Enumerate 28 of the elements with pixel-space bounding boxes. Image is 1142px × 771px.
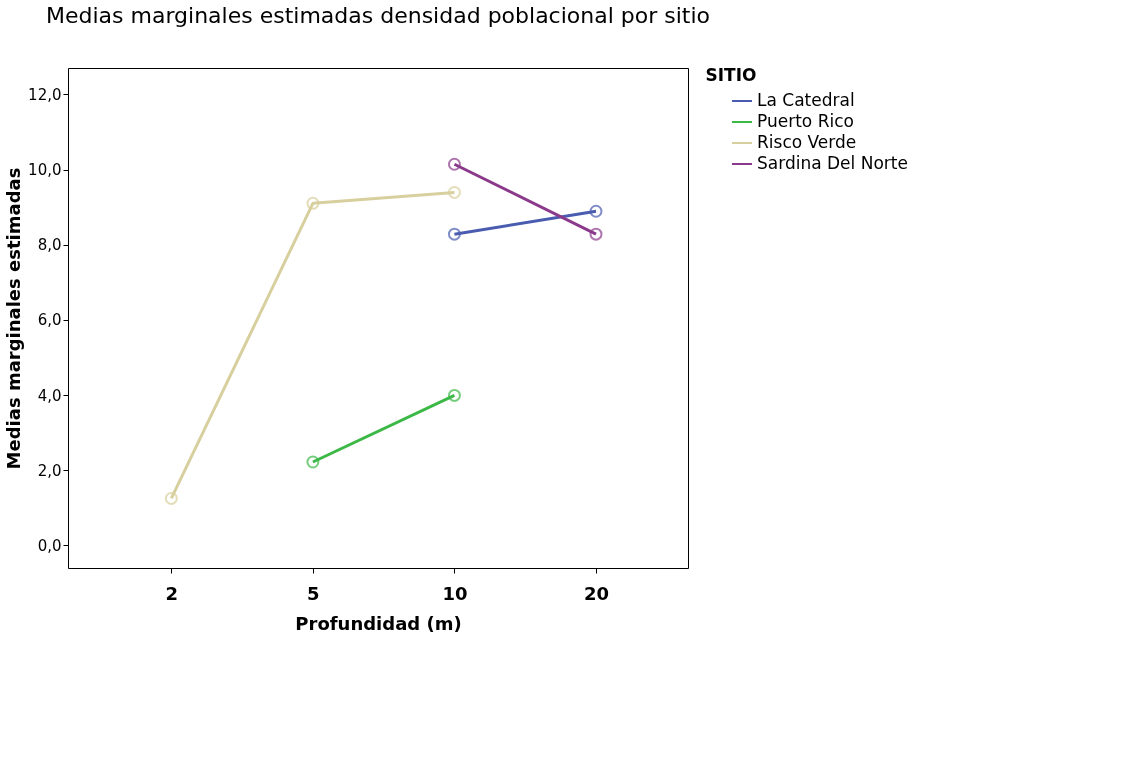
x-tick-label: 2: [165, 582, 179, 604]
x-axis-title: Profundidad (m): [295, 612, 462, 634]
y-tick-label: 0,0: [37, 536, 62, 555]
point: [447, 157, 461, 171]
legend-label: Sardina Del Norte: [757, 153, 908, 173]
y-tick-label: 4,0: [37, 386, 62, 405]
y-axis-title: Medias marginales estimadas: [3, 167, 25, 470]
x-tick-label: 20: [583, 582, 610, 604]
y-tick-label: 12,0: [28, 85, 62, 104]
point: [164, 491, 178, 505]
point: [306, 455, 320, 469]
y-tick-label: 10,0: [28, 161, 62, 179]
x-tick-label: 10: [442, 582, 468, 604]
point: [589, 204, 603, 218]
chart-title: Medias marginales estimadas densidad poblacional por sitio: [45, 3, 711, 28]
legend-label: Puerto Rico: [757, 111, 854, 131]
y-tick-label: 2,0: [37, 461, 62, 480]
point: [589, 227, 603, 241]
legend-label: La Catedral: [757, 90, 855, 110]
legend-label: Risco Verde: [757, 132, 857, 152]
y-tick-label: 8,0: [37, 236, 62, 255]
legend-title: SITIO: [705, 65, 757, 85]
point: [447, 388, 461, 402]
point: [447, 185, 461, 199]
x-tick-label: 5: [307, 582, 320, 604]
point: [447, 227, 461, 241]
point: [306, 196, 320, 210]
y-tick-label: 6,0: [37, 311, 62, 330]
